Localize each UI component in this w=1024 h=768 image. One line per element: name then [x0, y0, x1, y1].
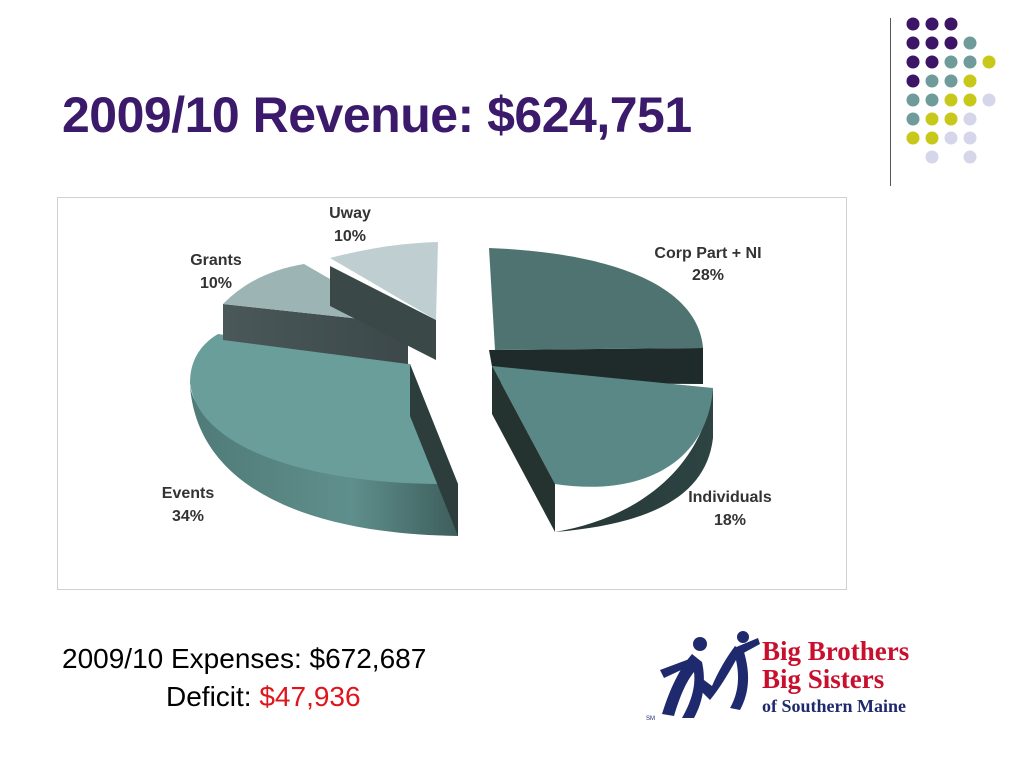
decorative-dot: [925, 131, 939, 145]
deficit-value: $47,936: [259, 681, 361, 712]
decorative-dot-grid: [906, 17, 996, 164]
decorative-dot: [906, 74, 920, 88]
decorative-dot: [925, 17, 939, 31]
slice-label-corp-name: Corp Part + NI: [654, 245, 761, 262]
decorative-dot: [944, 55, 958, 69]
decorative-dot: [944, 112, 958, 126]
decorative-dot: [925, 93, 939, 107]
summary-block: 2009/10 Expenses: $672,687 Deficit: $47,…: [62, 640, 522, 716]
divider-line: [890, 18, 891, 186]
slice-uway-side: [330, 266, 436, 360]
logo-figures-icon: [660, 631, 760, 718]
chart-container: Corp Part + NI 28% Individuals 18% Event…: [57, 197, 847, 590]
decorative-dot: [963, 112, 977, 126]
decorative-dot: [963, 93, 977, 107]
decorative-dot: [944, 17, 958, 31]
slice-events-edge: [410, 364, 458, 536]
pie-chart: Corp Part + NI 28% Individuals 18% Event…: [162, 205, 772, 536]
decorative-dot: [925, 36, 939, 50]
logo-line-2: Big Sisters: [762, 664, 884, 694]
slide-title: 2009/10 Revenue: $624,751: [62, 87, 692, 143]
decorative-dot: [906, 112, 920, 126]
decorative-dot: [925, 74, 939, 88]
decorative-dot: [963, 74, 977, 88]
decorative-dot: [982, 55, 996, 69]
slice-label-uway-pct: 10%: [334, 228, 366, 245]
decorative-dot: [944, 36, 958, 50]
logo-line-1: Big Brothers: [762, 636, 909, 666]
decorative-dot: [906, 36, 920, 50]
expenses-line: 2009/10 Expenses: $672,687: [62, 643, 427, 674]
decorative-dot: [906, 17, 920, 31]
logo-line-3: of Southern Maine: [762, 696, 906, 716]
slice-individuals: [492, 366, 713, 487]
deficit-label: Deficit:: [166, 681, 252, 712]
decorative-dot: [963, 150, 977, 164]
decorative-dot: [944, 131, 958, 145]
slice-label-uway-name: Uway: [329, 205, 371, 222]
deficit-line: Deficit: $47,936: [62, 678, 522, 716]
decorative-dot: [925, 112, 939, 126]
slice-label-events-name: Events: [162, 485, 215, 502]
slice-events: [190, 334, 458, 485]
decorative-dot: [925, 55, 939, 69]
slice-uway: [330, 242, 438, 320]
decorative-dot: [963, 55, 977, 69]
decorative-dot: [906, 55, 920, 69]
slice-label-grants-pct: 10%: [200, 275, 232, 292]
decorative-dot: [944, 74, 958, 88]
slice-individuals-edge: [492, 366, 555, 532]
slice-label-individuals-name: Individuals: [688, 489, 772, 506]
slice-label-grants-name: Grants: [190, 252, 242, 269]
decorative-dot: [982, 93, 996, 107]
slice-individuals-side: [492, 368, 713, 532]
organization-logo: SM Big Brothers Big Sisters of Southern …: [646, 631, 909, 722]
logo-mark: SM: [646, 716, 655, 722]
decorative-dot: [944, 93, 958, 107]
decorative-dot: [963, 36, 977, 50]
decorative-dot: [963, 131, 977, 145]
decorative-dot: [906, 93, 920, 107]
slice-events-side: [190, 386, 458, 536]
slice-label-events-pct: 34%: [172, 508, 204, 525]
slice-label-individuals-pct: 18%: [714, 512, 746, 529]
slice-corp: [489, 248, 703, 350]
slice-label-corp-pct: 28%: [692, 267, 724, 284]
decorative-dot: [925, 150, 939, 164]
decorative-dot: [906, 131, 920, 145]
